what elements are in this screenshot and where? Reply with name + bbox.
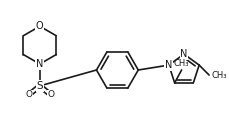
Text: O: O [47,90,54,99]
Text: N: N [164,60,172,70]
Text: O: O [25,90,32,99]
Text: CH₃: CH₃ [210,71,226,80]
Text: CH₃: CH₃ [173,59,188,68]
Text: N: N [36,59,43,69]
Text: N: N [180,49,187,59]
Text: O: O [36,21,44,31]
Text: S: S [36,81,43,91]
